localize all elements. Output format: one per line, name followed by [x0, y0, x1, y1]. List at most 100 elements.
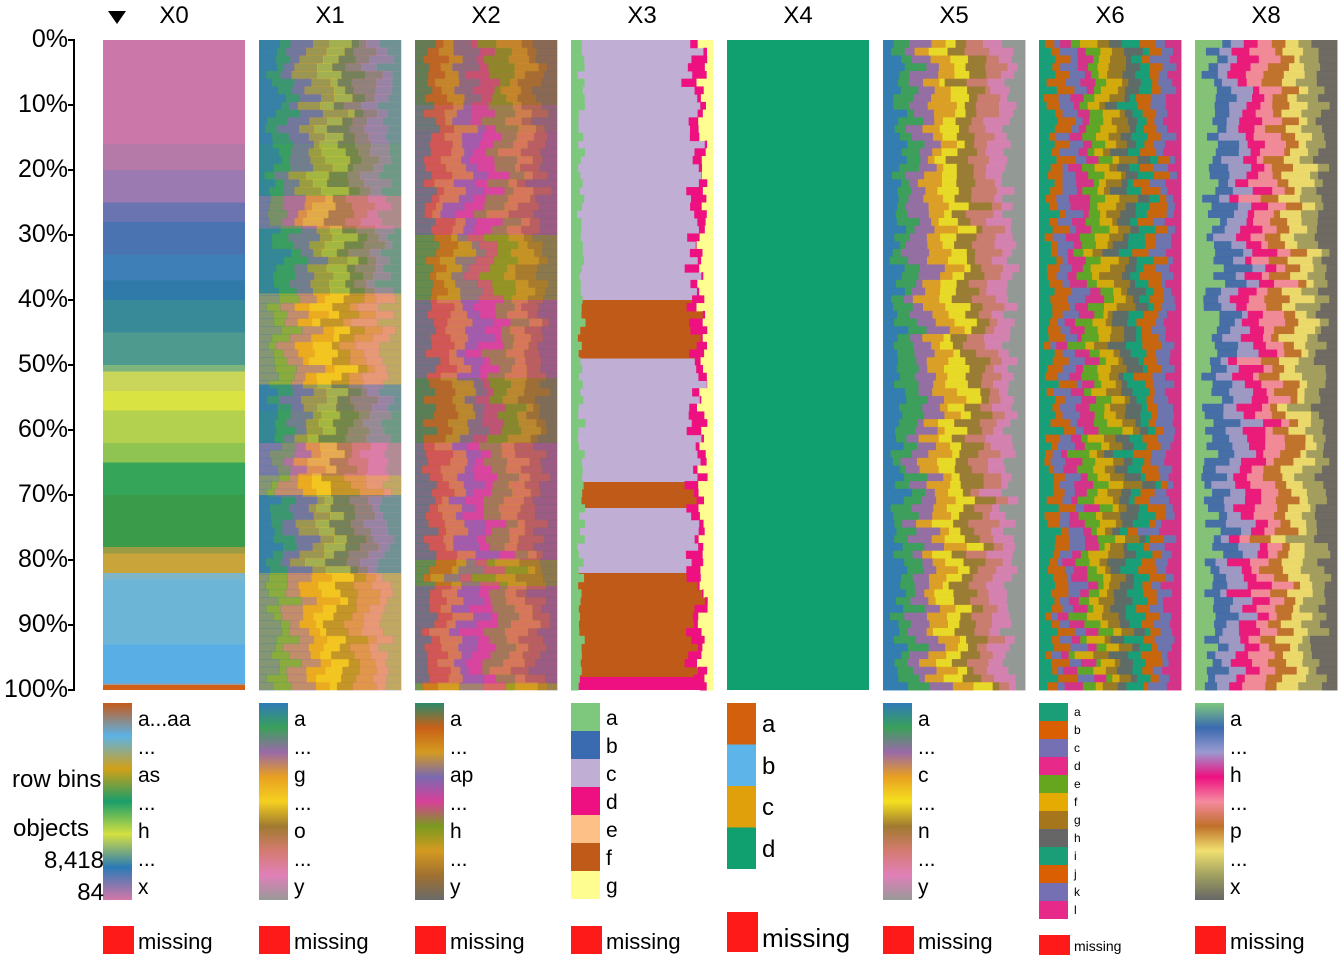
bin-part	[453, 40, 472, 49]
bin-part	[1144, 233, 1157, 242]
bin-part	[904, 612, 928, 621]
bin-part	[1127, 287, 1147, 296]
bin-part	[460, 287, 484, 296]
bin-part	[453, 248, 477, 258]
bin-part	[1253, 341, 1267, 351]
legend-label: ...	[294, 848, 312, 871]
bin-part	[271, 481, 279, 490]
bin-part	[1259, 666, 1276, 676]
bin-part	[533, 542, 558, 552]
column-title-X5[interactable]: X5	[939, 2, 969, 29]
bin-part	[501, 442, 515, 451]
sort-descending-icon[interactable]	[108, 11, 126, 24]
bin-part	[376, 109, 388, 118]
bin-part	[330, 287, 350, 296]
column-title-X3[interactable]: X3	[627, 2, 657, 29]
bin-part	[1293, 604, 1301, 614]
bin-segment	[103, 170, 245, 203]
bin-part	[571, 194, 585, 203]
column-bars-X0	[103, 40, 245, 690]
bin-part	[1217, 140, 1240, 149]
bin-part	[373, 163, 384, 173]
bin-part	[1152, 372, 1166, 381]
bin-part	[514, 334, 532, 343]
bin-part	[1298, 682, 1323, 691]
bin-part	[1168, 659, 1182, 668]
bin-part	[883, 264, 906, 273]
legend-gradient-X2	[415, 703, 444, 900]
bin-part	[571, 395, 584, 405]
bin-part	[532, 171, 548, 180]
bin-part	[1135, 125, 1145, 134]
bin-part	[487, 179, 509, 188]
bin-part	[495, 310, 508, 320]
bin-part	[943, 194, 956, 203]
bin-part	[969, 566, 979, 575]
column-title-X8[interactable]: X8	[1251, 2, 1281, 29]
bin-part	[1195, 504, 1209, 513]
column-title-X2[interactable]: X2	[471, 2, 501, 29]
bin-part	[1169, 620, 1182, 629]
bin-part	[259, 635, 277, 645]
bin-part	[883, 117, 899, 126]
bin-part	[437, 612, 453, 621]
bin-part	[427, 659, 438, 668]
bin-part	[571, 78, 585, 87]
bin-part	[1053, 473, 1066, 482]
bin-part	[1146, 210, 1168, 219]
bin-part	[415, 465, 423, 474]
bin-part	[1004, 411, 1018, 420]
column-title-X0[interactable]: X0	[159, 2, 189, 29]
bin-part	[698, 666, 708, 676]
bin-part	[517, 94, 537, 103]
bin-part	[1161, 47, 1174, 56]
bin-part	[1315, 310, 1338, 320]
bin-part	[278, 295, 300, 304]
bin-part	[1139, 272, 1162, 281]
bin-part	[949, 527, 961, 536]
column-title-X4[interactable]: X4	[783, 2, 813, 29]
bin-part	[424, 94, 448, 103]
bin-part	[980, 388, 991, 397]
bin-part	[434, 581, 452, 590]
bin-part	[343, 473, 367, 482]
bin-part	[928, 450, 953, 459]
bin-part	[1098, 426, 1123, 436]
column-title-X1[interactable]: X1	[315, 2, 345, 29]
bin-part	[1107, 488, 1122, 498]
bin-part	[1100, 659, 1116, 668]
bin-part	[895, 210, 908, 219]
bin-part	[1110, 604, 1127, 614]
bin-part	[453, 542, 480, 552]
bin-part	[446, 597, 464, 606]
bin-part	[319, 527, 335, 536]
bin-part	[1173, 573, 1182, 583]
bin-part	[959, 349, 977, 358]
bin-part	[963, 558, 986, 567]
bin-part	[571, 40, 582, 49]
bin-part	[363, 519, 387, 528]
bin-part	[947, 372, 967, 381]
bin-part	[883, 233, 895, 242]
bin-part	[478, 140, 495, 149]
bin-part	[1267, 63, 1290, 72]
bin-part	[415, 78, 428, 87]
bin-part	[976, 349, 1000, 358]
bin-part	[1084, 70, 1092, 80]
bin-part	[308, 310, 330, 320]
bin-part	[259, 156, 283, 165]
legend-label: ...	[294, 792, 312, 815]
legend-swatch	[727, 786, 756, 828]
bin-part	[969, 70, 987, 80]
bin-part	[1135, 279, 1149, 289]
bin-part	[1320, 395, 1338, 405]
bin-part	[1162, 117, 1182, 126]
bin-part	[1039, 171, 1049, 180]
column-title-X6[interactable]: X6	[1095, 2, 1125, 29]
bin-part	[1261, 272, 1270, 281]
bin-part	[968, 202, 993, 211]
bin-part	[505, 682, 516, 691]
bin-part	[1219, 310, 1243, 320]
bin-part	[1039, 101, 1048, 111]
bin-part	[953, 589, 978, 598]
